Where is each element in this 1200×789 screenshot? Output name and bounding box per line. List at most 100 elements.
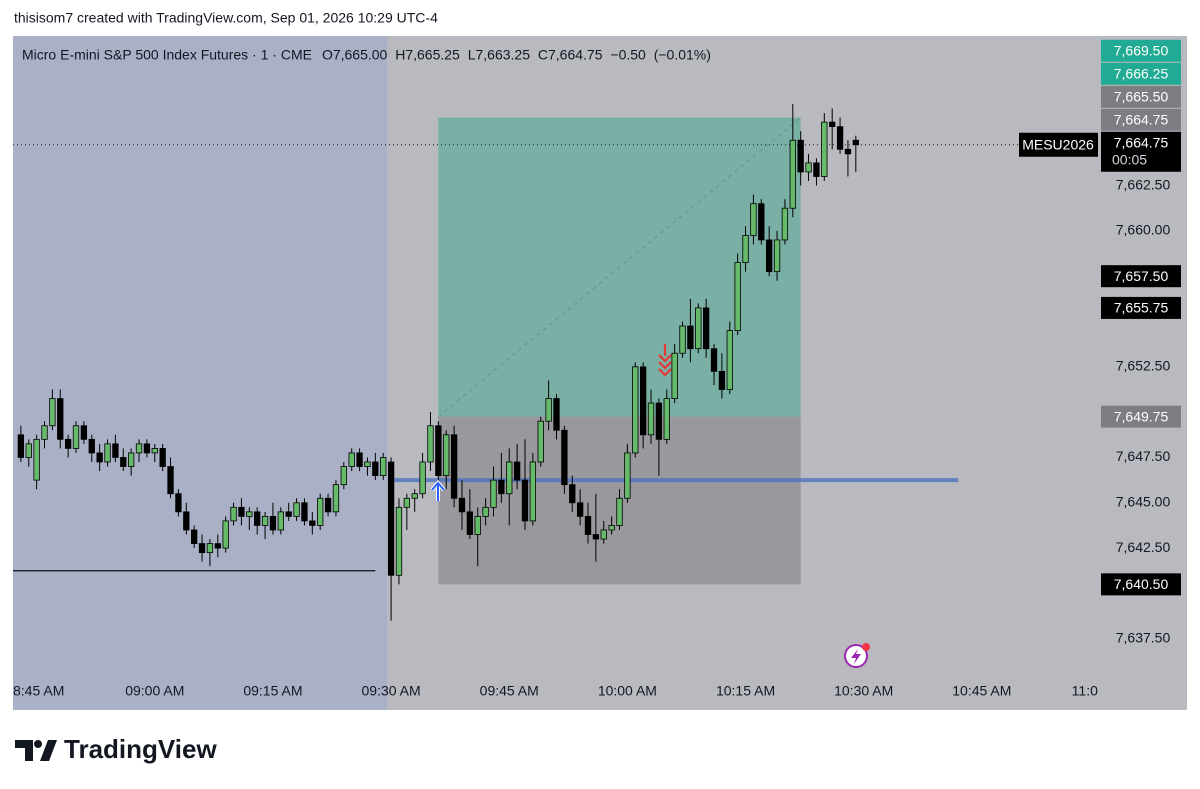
candle-body (120, 457, 127, 467)
candle-body (167, 466, 174, 495)
candle-body (309, 520, 316, 526)
price-badge-label: 7,664.75 (1114, 111, 1169, 127)
x-tick-label: 10:45 AM (952, 683, 1011, 699)
last-price-box (1101, 131, 1181, 172)
candle-body (671, 352, 678, 399)
candle-body (766, 239, 773, 273)
candle-body (443, 434, 450, 476)
candle-body (191, 529, 198, 544)
candle-body (151, 448, 158, 454)
candle-body (750, 203, 757, 236)
candle-body (474, 515, 481, 535)
candle-body (852, 139, 859, 146)
candle-body (64, 438, 72, 449)
signal-icons (430, 344, 870, 668)
candle-body (222, 520, 229, 549)
candle-body (813, 162, 820, 177)
x-tick-label: 09:45 AM (480, 683, 539, 699)
candle-body (411, 493, 418, 499)
candle-body (821, 121, 828, 177)
alert-icon (844, 643, 870, 668)
y-tick-label: 7,662.50 (1116, 176, 1171, 192)
candle-body (773, 239, 781, 273)
x-tick-label: 09:15 AM (243, 683, 302, 699)
candle-body (57, 398, 64, 440)
candle-body (569, 484, 576, 504)
x-tick-label: 10:15 AM (716, 683, 775, 699)
candle-body (364, 461, 371, 467)
brand-logo: TradingView (15, 734, 217, 764)
candle-body (805, 162, 812, 173)
x-tick-label: 11:0 (1072, 683, 1098, 699)
candle-body (112, 443, 119, 458)
x-tick-label: 8:45 AM (13, 683, 64, 699)
candle-body (356, 452, 363, 467)
candle-body (72, 425, 80, 449)
candle-body (285, 511, 292, 517)
candle-body (104, 443, 111, 463)
sell-chevron (658, 354, 672, 363)
x-tick-label: 09:30 AM (362, 683, 421, 699)
candle-body (553, 398, 560, 431)
candle-body (687, 325, 694, 350)
candle-body (230, 506, 237, 522)
candle-body (529, 461, 537, 522)
price-badge (1101, 39, 1181, 62)
price-badge (1101, 573, 1181, 596)
candle-body (695, 307, 702, 350)
candle-body (789, 139, 796, 209)
candle-body (742, 235, 749, 263)
candle-body (33, 438, 40, 481)
candle-body (41, 425, 48, 440)
candle-body (175, 493, 182, 513)
candle-body (127, 452, 135, 467)
candle-body (490, 479, 497, 508)
candle-body (506, 461, 513, 495)
candle-body (135, 443, 143, 454)
symbol-tag (1019, 132, 1098, 157)
candle-body (159, 448, 166, 467)
candle-body (324, 497, 332, 513)
candle-body (238, 506, 245, 517)
candle-body (450, 434, 458, 499)
candle-body (332, 484, 340, 513)
candle-body (348, 452, 355, 467)
price-badge-label: 7,665.50 (1114, 88, 1169, 104)
position-diagonal (438, 117, 801, 418)
candle-body (608, 525, 615, 531)
candle-body (261, 515, 269, 526)
candle-body (584, 515, 592, 535)
y-tick-label: 7,660.00 (1116, 222, 1171, 238)
price-badge (1101, 265, 1181, 288)
chart-title: Micro E-mini S&P 500 Index Futures · 1 ·… (22, 47, 312, 63)
logo-mark (40, 740, 57, 761)
x-tick-label: 10:00 AM (598, 683, 657, 699)
logo-mark (15, 740, 33, 761)
candle-body (829, 121, 836, 128)
candle-body (372, 461, 379, 476)
y-tick-label: 7,642.50 (1116, 539, 1171, 555)
candle-body (269, 515, 277, 531)
candle-body (521, 479, 529, 522)
price-badge-label: 7,649.75 (1114, 408, 1169, 424)
candle-body (25, 443, 32, 458)
y-tick-label: 7,637.50 (1116, 629, 1171, 645)
y-tick-label: 7,652.50 (1116, 358, 1171, 374)
candle-body (206, 543, 214, 554)
x-tick-label: 09:00 AM (125, 683, 184, 699)
candle-body (781, 207, 789, 241)
candle-body (734, 262, 741, 331)
candle-body (419, 461, 426, 495)
candle-body (143, 443, 151, 454)
alert-dot (862, 643, 870, 651)
logo-dot (34, 740, 42, 748)
candle-body (498, 479, 505, 495)
candle-body (277, 511, 284, 531)
candle-body (254, 511, 261, 526)
symbol-label: MESU2026 (1022, 136, 1094, 152)
candle-body (198, 543, 206, 554)
y-tick-label: 7,645.00 (1116, 493, 1171, 509)
candle-body (435, 425, 442, 476)
candle-body (427, 425, 434, 463)
